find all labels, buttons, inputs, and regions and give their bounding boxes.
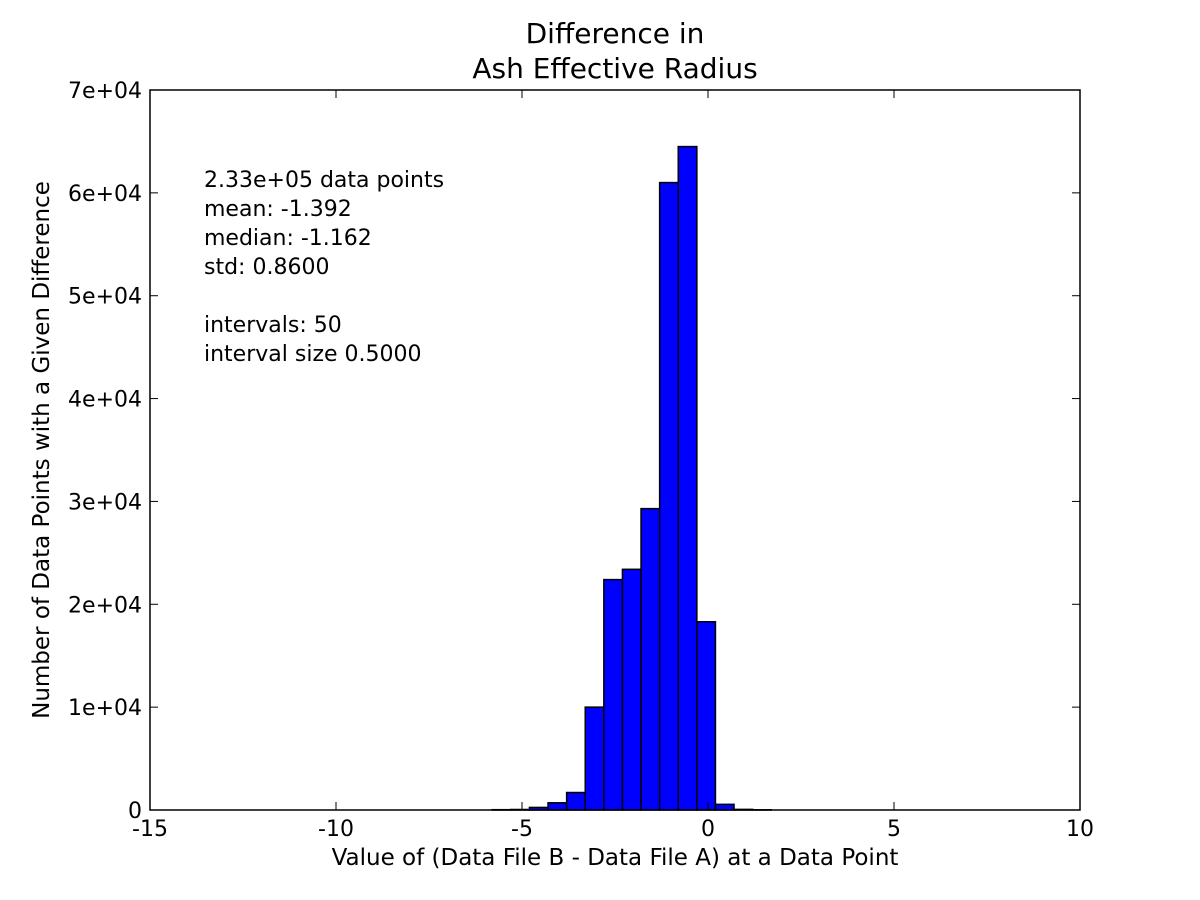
annotation-line: median: -1.162 xyxy=(204,226,372,251)
histogram-bar xyxy=(565,791,586,811)
y-tick-label: 7e+04 xyxy=(68,79,142,104)
histogram-bar xyxy=(696,621,717,811)
y-axis-label: Number of Data Points with a Given Diffe… xyxy=(29,181,55,719)
histogram-bars xyxy=(491,145,772,811)
y-tick-label: 5e+04 xyxy=(68,285,142,310)
y-tick-label: 2e+04 xyxy=(68,593,142,618)
annotation-line: 2.33e+05 data points xyxy=(204,168,444,193)
annotation-line: intervals: 50 xyxy=(204,313,342,338)
histogram-bar xyxy=(584,706,605,811)
annotation-line: std: 0.8600 xyxy=(204,255,329,280)
y-axis-ticks: 0 1e+04 2e+04 3e+04 4e+04 5e+04 6e+04 7e+04 xyxy=(68,79,1080,824)
chart-title-line-1: Difference in xyxy=(526,17,705,50)
x-tick-label: -15 xyxy=(132,817,168,842)
histogram-bar xyxy=(640,507,661,811)
x-tick-label: -10 xyxy=(318,817,354,842)
annotation-line: interval size 0.5000 xyxy=(204,342,422,367)
y-tick-label: 1e+04 xyxy=(68,696,142,721)
chart-title-line-2: Ash Effective Radius xyxy=(472,52,757,85)
histogram-bar xyxy=(621,568,642,811)
x-tick-label: -5 xyxy=(511,817,533,842)
histogram-bar xyxy=(603,578,624,811)
x-tick-label: 5 xyxy=(887,817,901,842)
histogram-bar xyxy=(677,145,698,811)
y-tick-label: 6e+04 xyxy=(68,182,142,207)
annotation-line: mean: -1.392 xyxy=(204,197,352,222)
x-tick-label: 10 xyxy=(1066,817,1094,842)
stats-annotation: 2.33e+05 data points mean: -1.392 median: … xyxy=(204,168,444,367)
y-tick-label: 4e+04 xyxy=(68,388,142,413)
histogram-bar xyxy=(714,803,735,811)
histogram-bar xyxy=(658,181,679,811)
y-tick-label: 3e+04 xyxy=(68,490,142,515)
plot-area-frame xyxy=(149,89,1081,811)
y-tick-label: 0 xyxy=(128,799,142,824)
chart-title: Difference in Ash Effective Radius xyxy=(472,17,757,85)
histogram-bar xyxy=(547,802,568,811)
x-tick-label: 0 xyxy=(701,817,715,842)
x-axis-label: Value of (Data File B - Data File A) at … xyxy=(332,845,899,871)
x-axis-ticks: -15 -10 -5 0 5 10 xyxy=(132,90,1094,842)
